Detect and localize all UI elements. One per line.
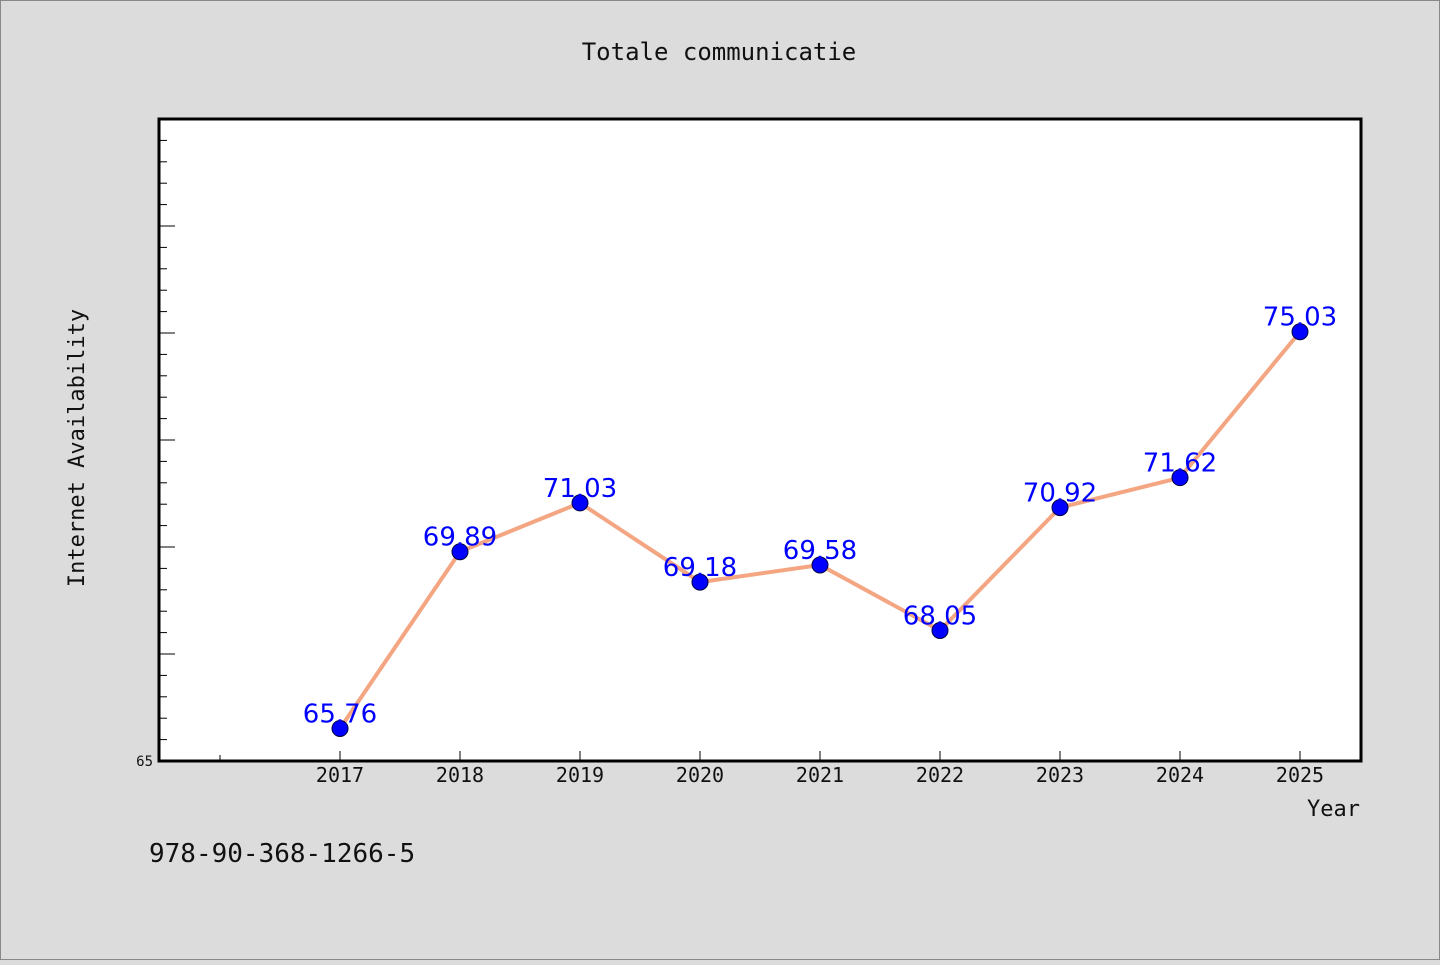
- data-label-2024: 71.62: [1143, 449, 1217, 479]
- data-point-2022: [931, 621, 949, 639]
- data-label-2021: 69.58: [783, 536, 857, 566]
- data-point-2019: [571, 494, 589, 512]
- x-axis-label: Year: [1307, 797, 1360, 822]
- y-tick-label-0: 65: [136, 754, 153, 770]
- x-tick-label-2025: 2025: [1276, 763, 1324, 787]
- data-point-2020: [691, 573, 709, 591]
- data-point-2021: [811, 556, 829, 574]
- x-tick-label-2017: 2017: [316, 763, 364, 787]
- data-label-2020: 69.18: [663, 553, 737, 583]
- data-labels: 65.76 69.89 71.03 69.18 69.58 68.05 70.92 71.62…: [303, 303, 1337, 730]
- data-label-2025: 75.03: [1263, 303, 1337, 333]
- y-axis-ticks: 65: [136, 139, 175, 770]
- plot-area: [157, 117, 1363, 763]
- footer-code: 978-90-368-1266-5: [149, 839, 415, 869]
- chart-title: Totale communicatie: [582, 38, 857, 66]
- data-point-2024: [1171, 469, 1189, 487]
- data-label-2017: 65.76: [303, 699, 377, 729]
- x-tick-label-2021: 2021: [796, 763, 844, 787]
- data-label-2018: 69.89: [423, 523, 497, 553]
- y-axis-label: Internet Availability: [65, 309, 90, 587]
- data-points: [331, 323, 1309, 737]
- data-point-2018: [451, 543, 469, 561]
- x-axis-ticks: 2017 2018 2019 2020 2021 2022 2023 2024 2025: [219, 751, 1324, 787]
- data-label-2019: 71.03: [543, 474, 617, 504]
- x-tick-label-2019: 2019: [556, 763, 604, 787]
- data-point-2023: [1051, 499, 1069, 517]
- data-point-2025: [1291, 323, 1309, 341]
- x-tick-label-2024: 2024: [1156, 763, 1204, 787]
- x-tick-label-2023: 2023: [1036, 763, 1084, 787]
- x-tick-label-2020: 2020: [676, 763, 724, 787]
- x-tick-label-2022: 2022: [916, 763, 964, 787]
- x-tick-label-2018: 2018: [436, 763, 484, 787]
- data-point-2017: [331, 719, 349, 737]
- data-label-2022: 68.05: [903, 601, 977, 631]
- data-label-2023: 70.92: [1023, 479, 1097, 509]
